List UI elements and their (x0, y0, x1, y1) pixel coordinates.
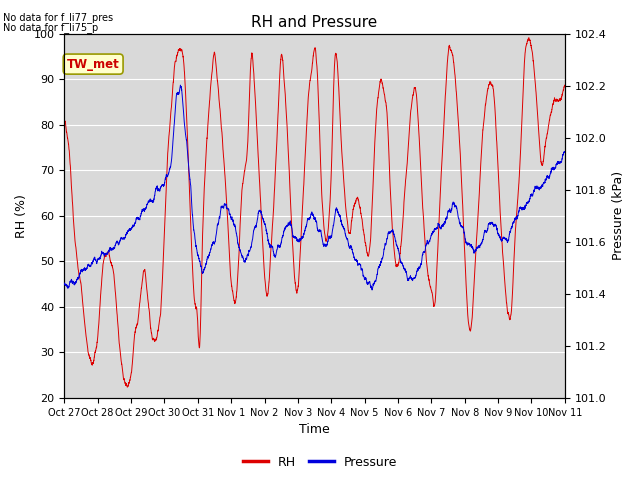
Text: No data for f_li75_p: No data for f_li75_p (3, 22, 99, 33)
Y-axis label: RH (%): RH (%) (15, 194, 28, 238)
Title: RH and Pressure: RH and Pressure (252, 15, 378, 30)
Legend: RH, Pressure: RH, Pressure (238, 451, 402, 474)
Text: No data for f_li77_pres: No data for f_li77_pres (3, 12, 113, 23)
Text: TW_met: TW_met (67, 58, 120, 71)
X-axis label: Time: Time (299, 423, 330, 436)
Y-axis label: Pressure (kPa): Pressure (kPa) (612, 171, 625, 261)
